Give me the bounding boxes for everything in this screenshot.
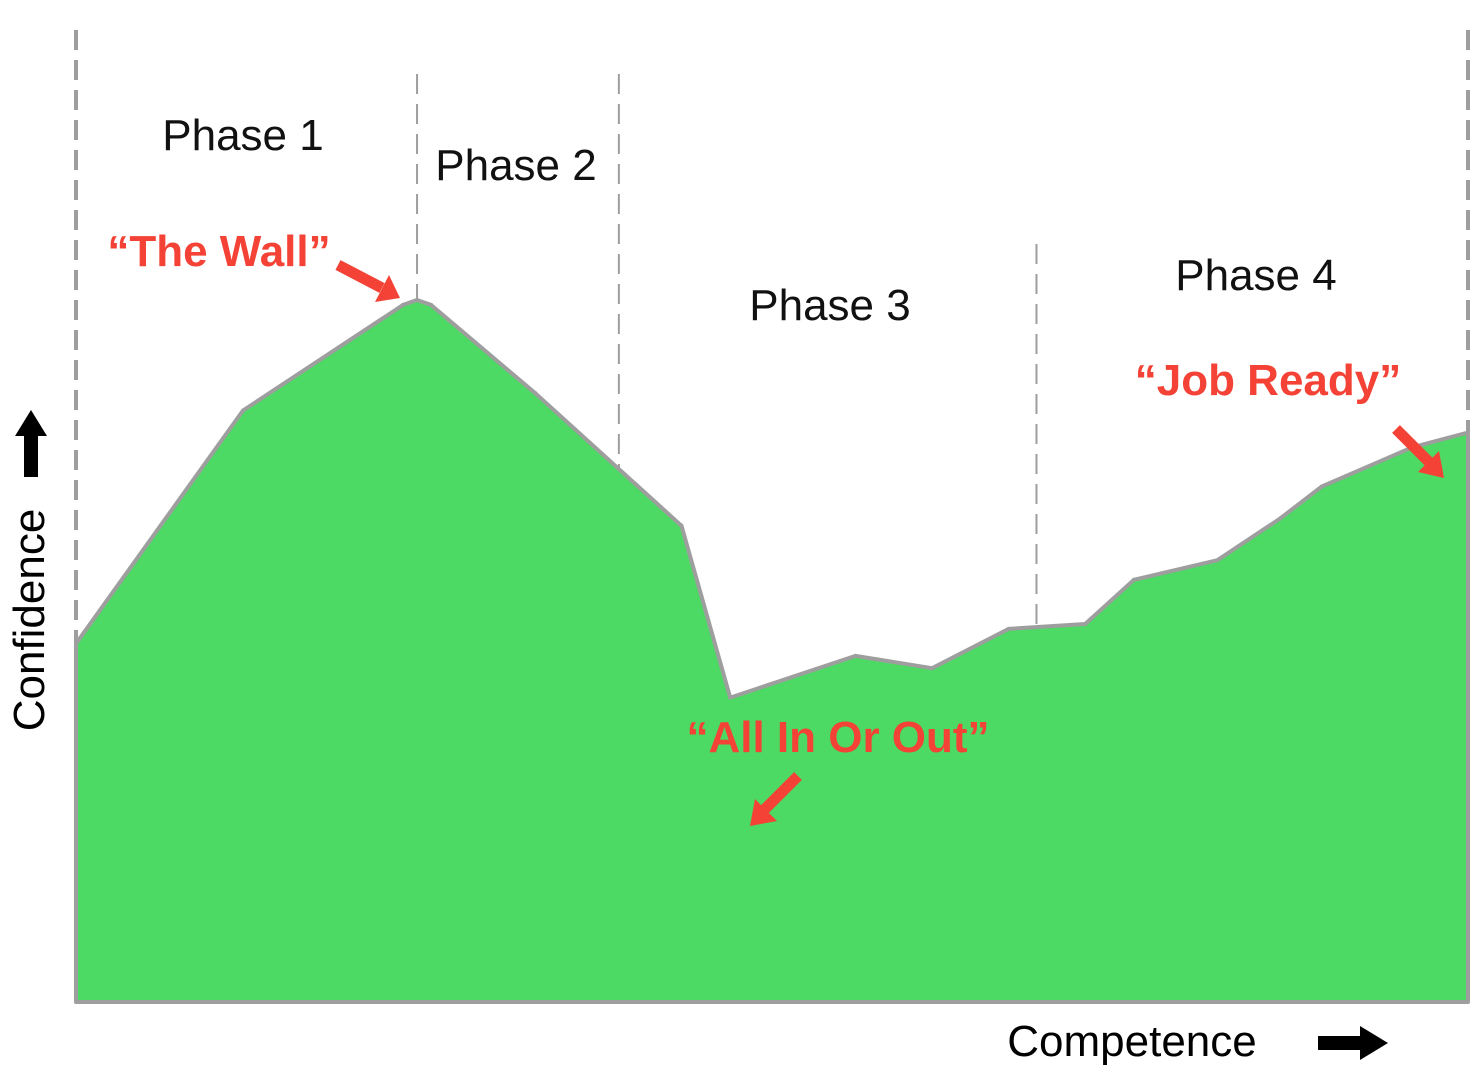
data-point bbox=[401, 302, 406, 307]
data-point bbox=[74, 641, 78, 646]
data-point bbox=[930, 666, 935, 671]
y-axis-arrow-icon bbox=[15, 410, 47, 477]
the-wall-arrow-icon bbox=[335, 260, 400, 302]
phase-1-label: Phase 1 bbox=[162, 111, 323, 160]
data-point bbox=[1466, 430, 1470, 435]
all-in-or-out-arrow-icon bbox=[750, 772, 802, 826]
data-point bbox=[1131, 577, 1136, 582]
data-point bbox=[1278, 516, 1283, 521]
data-point bbox=[415, 298, 419, 302]
data-point bbox=[1215, 558, 1220, 563]
y-axis-label: Confidence bbox=[5, 509, 54, 732]
data-point bbox=[429, 302, 433, 307]
axes bbox=[74, 643, 1468, 1004]
all-in-or-out-callout: “All In Or Out” bbox=[686, 713, 989, 762]
phase-4-label: Phase 4 bbox=[1175, 251, 1336, 300]
x-axis-arrow-icon bbox=[1318, 1026, 1388, 1060]
job-ready-arrow-icon bbox=[1392, 425, 1444, 478]
data-point bbox=[1319, 484, 1324, 489]
data-point bbox=[1006, 626, 1011, 631]
data-point bbox=[533, 391, 538, 396]
confidence-area bbox=[74, 298, 1470, 1004]
phase-2-label: Phase 2 bbox=[435, 141, 596, 190]
data-points bbox=[74, 298, 1470, 700]
the-wall-callout: “The Wall” bbox=[107, 227, 330, 276]
data-point bbox=[853, 653, 858, 658]
data-point bbox=[241, 408, 245, 413]
job-ready-callout: “Job Ready” bbox=[1135, 356, 1402, 405]
phase-3-label: Phase 3 bbox=[749, 281, 910, 330]
data-point bbox=[1083, 622, 1088, 626]
data-point bbox=[679, 523, 684, 528]
data-point bbox=[728, 695, 733, 700]
x-axis-label: Competence bbox=[1007, 1017, 1256, 1066]
